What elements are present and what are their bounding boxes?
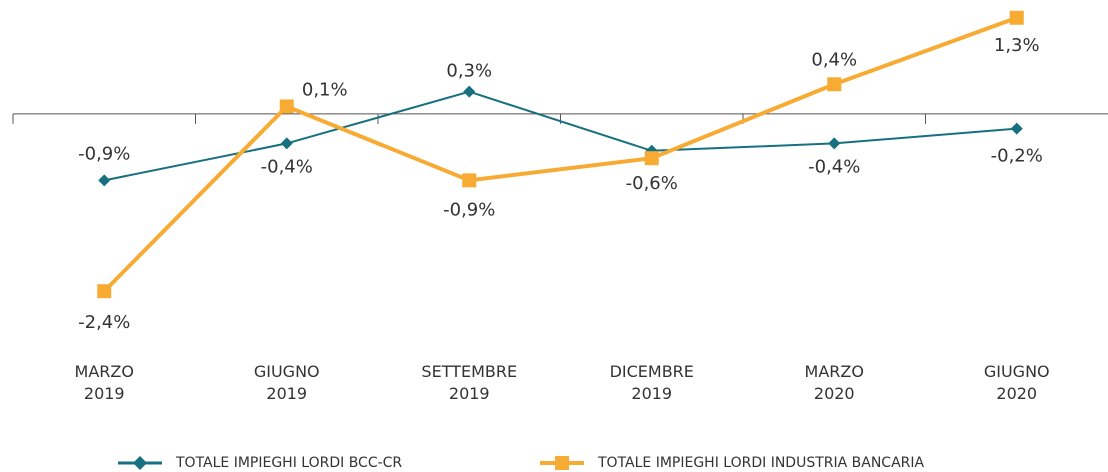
data-label: 0,4%: [811, 49, 857, 70]
x-tick-label: GIUGNO 2020: [984, 362, 1050, 403]
x-tick-label-line: 2020: [996, 384, 1037, 403]
x-tick-label-line: MARZO: [75, 362, 134, 381]
marker: [644, 151, 659, 166]
x-tick-label: MARZO 2019: [75, 362, 134, 403]
line-series: [104, 90, 1017, 182]
data-label: -0,4%: [261, 156, 313, 177]
data-label: -0,2%: [991, 146, 1043, 167]
x-tick-label-line: SETTEMBRE: [421, 362, 517, 381]
marker: [98, 174, 111, 187]
x-tick-label-line: GIUGNO: [254, 362, 320, 381]
x-tick-label: MARZO 2020: [805, 362, 864, 403]
x-tick-label-line: 2020: [814, 384, 855, 403]
x-tick-label-line: 2019: [631, 384, 672, 403]
marker: [97, 284, 112, 299]
data-label: 0,1%: [302, 79, 348, 100]
marker: [827, 77, 842, 92]
marker: [1009, 10, 1024, 25]
x-tick-label-line: 2019: [449, 384, 490, 403]
x-tick-label-line: 2019: [84, 384, 125, 403]
legend-marker: [133, 456, 147, 470]
x-tick-label-line: DICEMBRE: [610, 362, 694, 381]
marker: [463, 85, 476, 98]
data-label: 1,3%: [994, 35, 1040, 56]
marker: [279, 99, 294, 114]
marker: [280, 137, 293, 150]
x-tick-label-line: GIUGNO: [984, 362, 1050, 381]
data-label: -0,4%: [808, 156, 860, 177]
legend-label: TOTALE IMPIEGHI LORDI BCC-CR: [175, 455, 402, 471]
x-tick-label: DICEMBRE 2019: [610, 362, 694, 403]
data-label: -0,9%: [443, 199, 495, 220]
line-series: [102, 15, 1018, 293]
x-tick-label-line: MARZO: [805, 362, 864, 381]
marker: [462, 173, 477, 188]
marker: [828, 137, 841, 150]
legend-marker: [555, 456, 569, 470]
x-tick-label-line: 2019: [266, 384, 307, 403]
marker: [1010, 122, 1023, 135]
x-tick-label: GIUGNO 2019: [254, 362, 320, 403]
legend-label: TOTALE IMPIEGHI LORDI INDUSTRIA BANCARIA: [597, 455, 925, 471]
x-tick-label: SETTEMBRE 2019: [421, 362, 517, 403]
data-label: 0,3%: [446, 61, 492, 82]
data-label: -2,4%: [78, 312, 130, 333]
data-label: -0,6%: [626, 173, 678, 194]
data-label: -0,9%: [78, 143, 130, 164]
